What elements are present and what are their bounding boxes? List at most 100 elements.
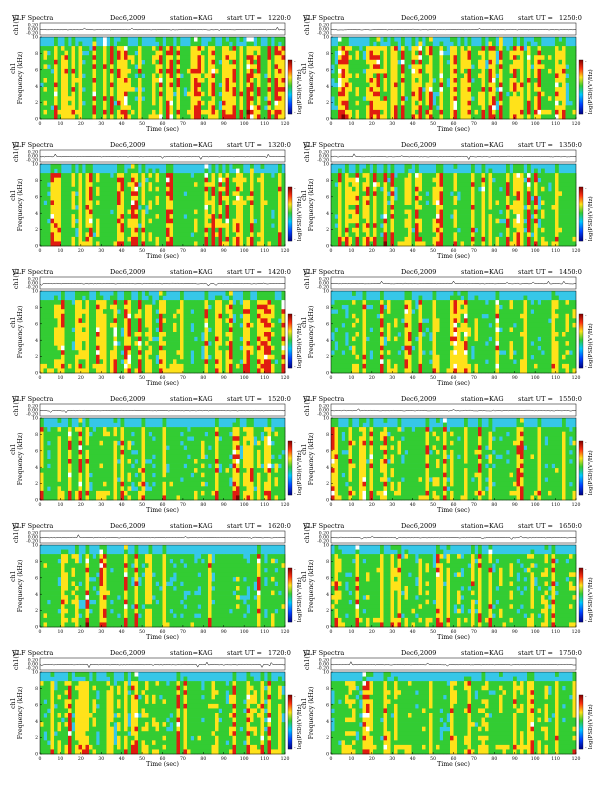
spectrogram-cell: [197, 37, 202, 42]
spectrogram-cell: [537, 68, 542, 74]
spectrogram-cell: [530, 236, 535, 242]
spectrogram-cell: [169, 46, 174, 51]
spectrogram-cell: [432, 218, 437, 224]
spectrogram-cell: [201, 59, 205, 65]
spectrogram-cell: [85, 64, 90, 70]
spectrogram-cell: [40, 87, 44, 92]
spectrogram-cell: [215, 87, 219, 92]
spectrogram-cell: [264, 50, 268, 56]
spectrogram-cell: [481, 64, 486, 70]
spectrogram-cell: [211, 114, 216, 120]
spectrogram-cell: [523, 209, 528, 215]
spectrogram-cell: [457, 114, 461, 120]
spectrogram-cell: [96, 91, 100, 97]
spectrogram-cell: [457, 55, 461, 61]
spectrogram-cell: [250, 41, 254, 47]
spectrogram-cell: [467, 73, 472, 79]
spectrogram-cell: [250, 87, 254, 92]
spectrogram-cell: [488, 177, 493, 183]
spectrogram-cell: [85, 195, 90, 201]
spectrogram-cell: [439, 232, 444, 238]
spectrogram-cell: [145, 46, 149, 51]
spectrogram-cell: [82, 200, 86, 206]
spectrogram-cell: [527, 205, 531, 210]
spectrogram-cell: [57, 241, 62, 247]
spectrogram-cell: [43, 359, 48, 365]
spectrogram-cell: [211, 82, 216, 88]
spectrogram-cell: [348, 64, 353, 70]
spectrogram-cell: [250, 91, 254, 97]
colorbar-label: log(PSD)(V²/Hz): [296, 196, 303, 241]
spectrogram-cell: [338, 87, 342, 92]
spectrogram-cell: [422, 223, 426, 229]
spectrogram-cell: [264, 46, 268, 51]
spectrogram-cell: [450, 46, 454, 51]
spectrogram-cell: [239, 191, 244, 197]
spectrogram-cell: [117, 114, 121, 120]
spectrogram-cell: [390, 209, 395, 215]
spectrogram-cell: [492, 241, 496, 247]
spectrogram-cell: [338, 195, 342, 201]
spectrogram-cell: [485, 68, 489, 74]
spectrogram-cell: [236, 164, 240, 169]
spectrogram-cell: [404, 232, 409, 238]
spectrogram-cell: [246, 227, 251, 233]
spectrogram-cell: [264, 91, 268, 97]
spectrogram-cell: [460, 46, 465, 51]
spectrogram-cell: [131, 105, 135, 111]
spectrogram-cell: [345, 191, 349, 197]
spectrogram-cell: [537, 96, 542, 102]
spectrogram-cell: [71, 50, 76, 56]
spectrogram-cell: [520, 241, 524, 247]
spectrogram-cell: [411, 241, 416, 247]
spectrogram-cell: [264, 223, 268, 229]
spectrogram-cell: [71, 309, 76, 315]
spectrogram-cell: [64, 363, 69, 369]
spectrogram-cell: [61, 223, 65, 229]
spectrogram-cell: [520, 105, 524, 111]
spectrogram-cell: [474, 82, 479, 88]
spectrogram-cell: [478, 205, 482, 210]
spectrogram-cell: [155, 177, 160, 183]
spectrogram-cell: [183, 50, 188, 56]
spectrogram-cell: [173, 73, 177, 79]
spectrogram-cell: [558, 227, 563, 233]
spectrogram-cell: [369, 218, 374, 224]
spectrogram-cell: [352, 186, 356, 192]
spectrogram-cell: [408, 191, 412, 197]
spectrogram-cell: [110, 191, 114, 197]
spectrogram-cell: [166, 87, 170, 92]
timeseries-ylabel: ch1(V): [304, 141, 311, 162]
spectrogram-cell: [71, 168, 76, 174]
spectrogram-cell: [425, 46, 430, 51]
spectrogram-cell: [40, 359, 44, 365]
spectrogram-cell: [411, 96, 416, 102]
spectrogram-cell: [127, 191, 132, 197]
spectrogram-cell: [488, 223, 493, 229]
spectrogram-cell: [334, 91, 339, 97]
spectrogram-cell: [103, 182, 107, 188]
spectrogram-cell: [243, 232, 247, 238]
spectrogram-cell: [85, 336, 90, 342]
spectrogram-cell: [369, 50, 374, 56]
spectrogram-cell: [106, 64, 111, 70]
spectrogram-cell: [218, 205, 223, 210]
spectrogram-cell: [99, 91, 104, 97]
spectrogram-cell: [558, 82, 563, 88]
spectrogram-cell: [348, 186, 353, 192]
spectrogram-cell: [373, 55, 377, 61]
spectrogram-cell: [236, 205, 240, 210]
spectrogram-cell: [492, 191, 496, 197]
spectrogram-cell: [57, 327, 62, 333]
spectrogram-cell: [225, 173, 230, 178]
spectrogram-cell: [352, 236, 356, 242]
spectrogram-cell: [278, 68, 282, 74]
spectrogram-cell: [246, 177, 251, 183]
spectrogram-cell: [415, 232, 419, 238]
spectrogram-cell: [183, 205, 188, 210]
spectrogram-cell: [446, 114, 451, 120]
spectrogram-cell: [390, 55, 395, 61]
spectrogram-cell: [380, 173, 384, 178]
spectrogram-cell: [57, 341, 62, 346]
spectrogram-cell: [40, 304, 44, 310]
